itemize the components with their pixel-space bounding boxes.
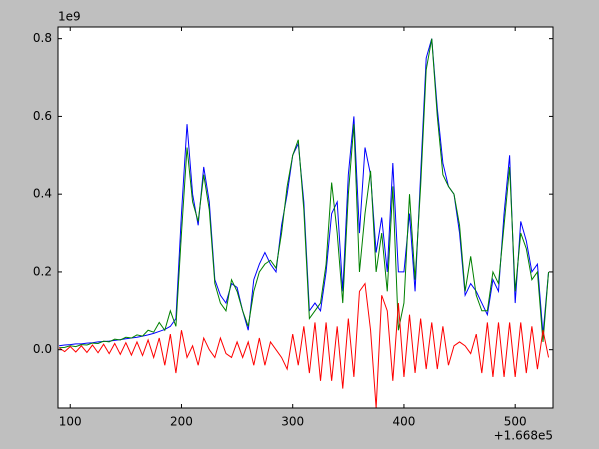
series-line <box>59 38 550 349</box>
x-tick-label: 500 <box>504 415 527 429</box>
y-tick-label: 0.8 <box>33 31 52 45</box>
y-tick-label: 0.2 <box>33 264 52 278</box>
y-tick-label: 0.4 <box>33 187 52 201</box>
x-tick-label: 100 <box>59 415 82 429</box>
y-tick-label: 0.0 <box>33 342 52 356</box>
plot-frame <box>57 26 554 409</box>
series-line <box>59 38 550 347</box>
x-tick-label: 400 <box>392 415 415 429</box>
x-offset-label: +1.668e5 <box>494 429 553 443</box>
y-tick-label: 0.6 <box>33 109 52 123</box>
series-line <box>58 282 550 408</box>
x-tick-label: 300 <box>281 415 304 429</box>
x-tick-label: 200 <box>170 415 193 429</box>
y-offset-label: 1e9 <box>58 10 81 24</box>
